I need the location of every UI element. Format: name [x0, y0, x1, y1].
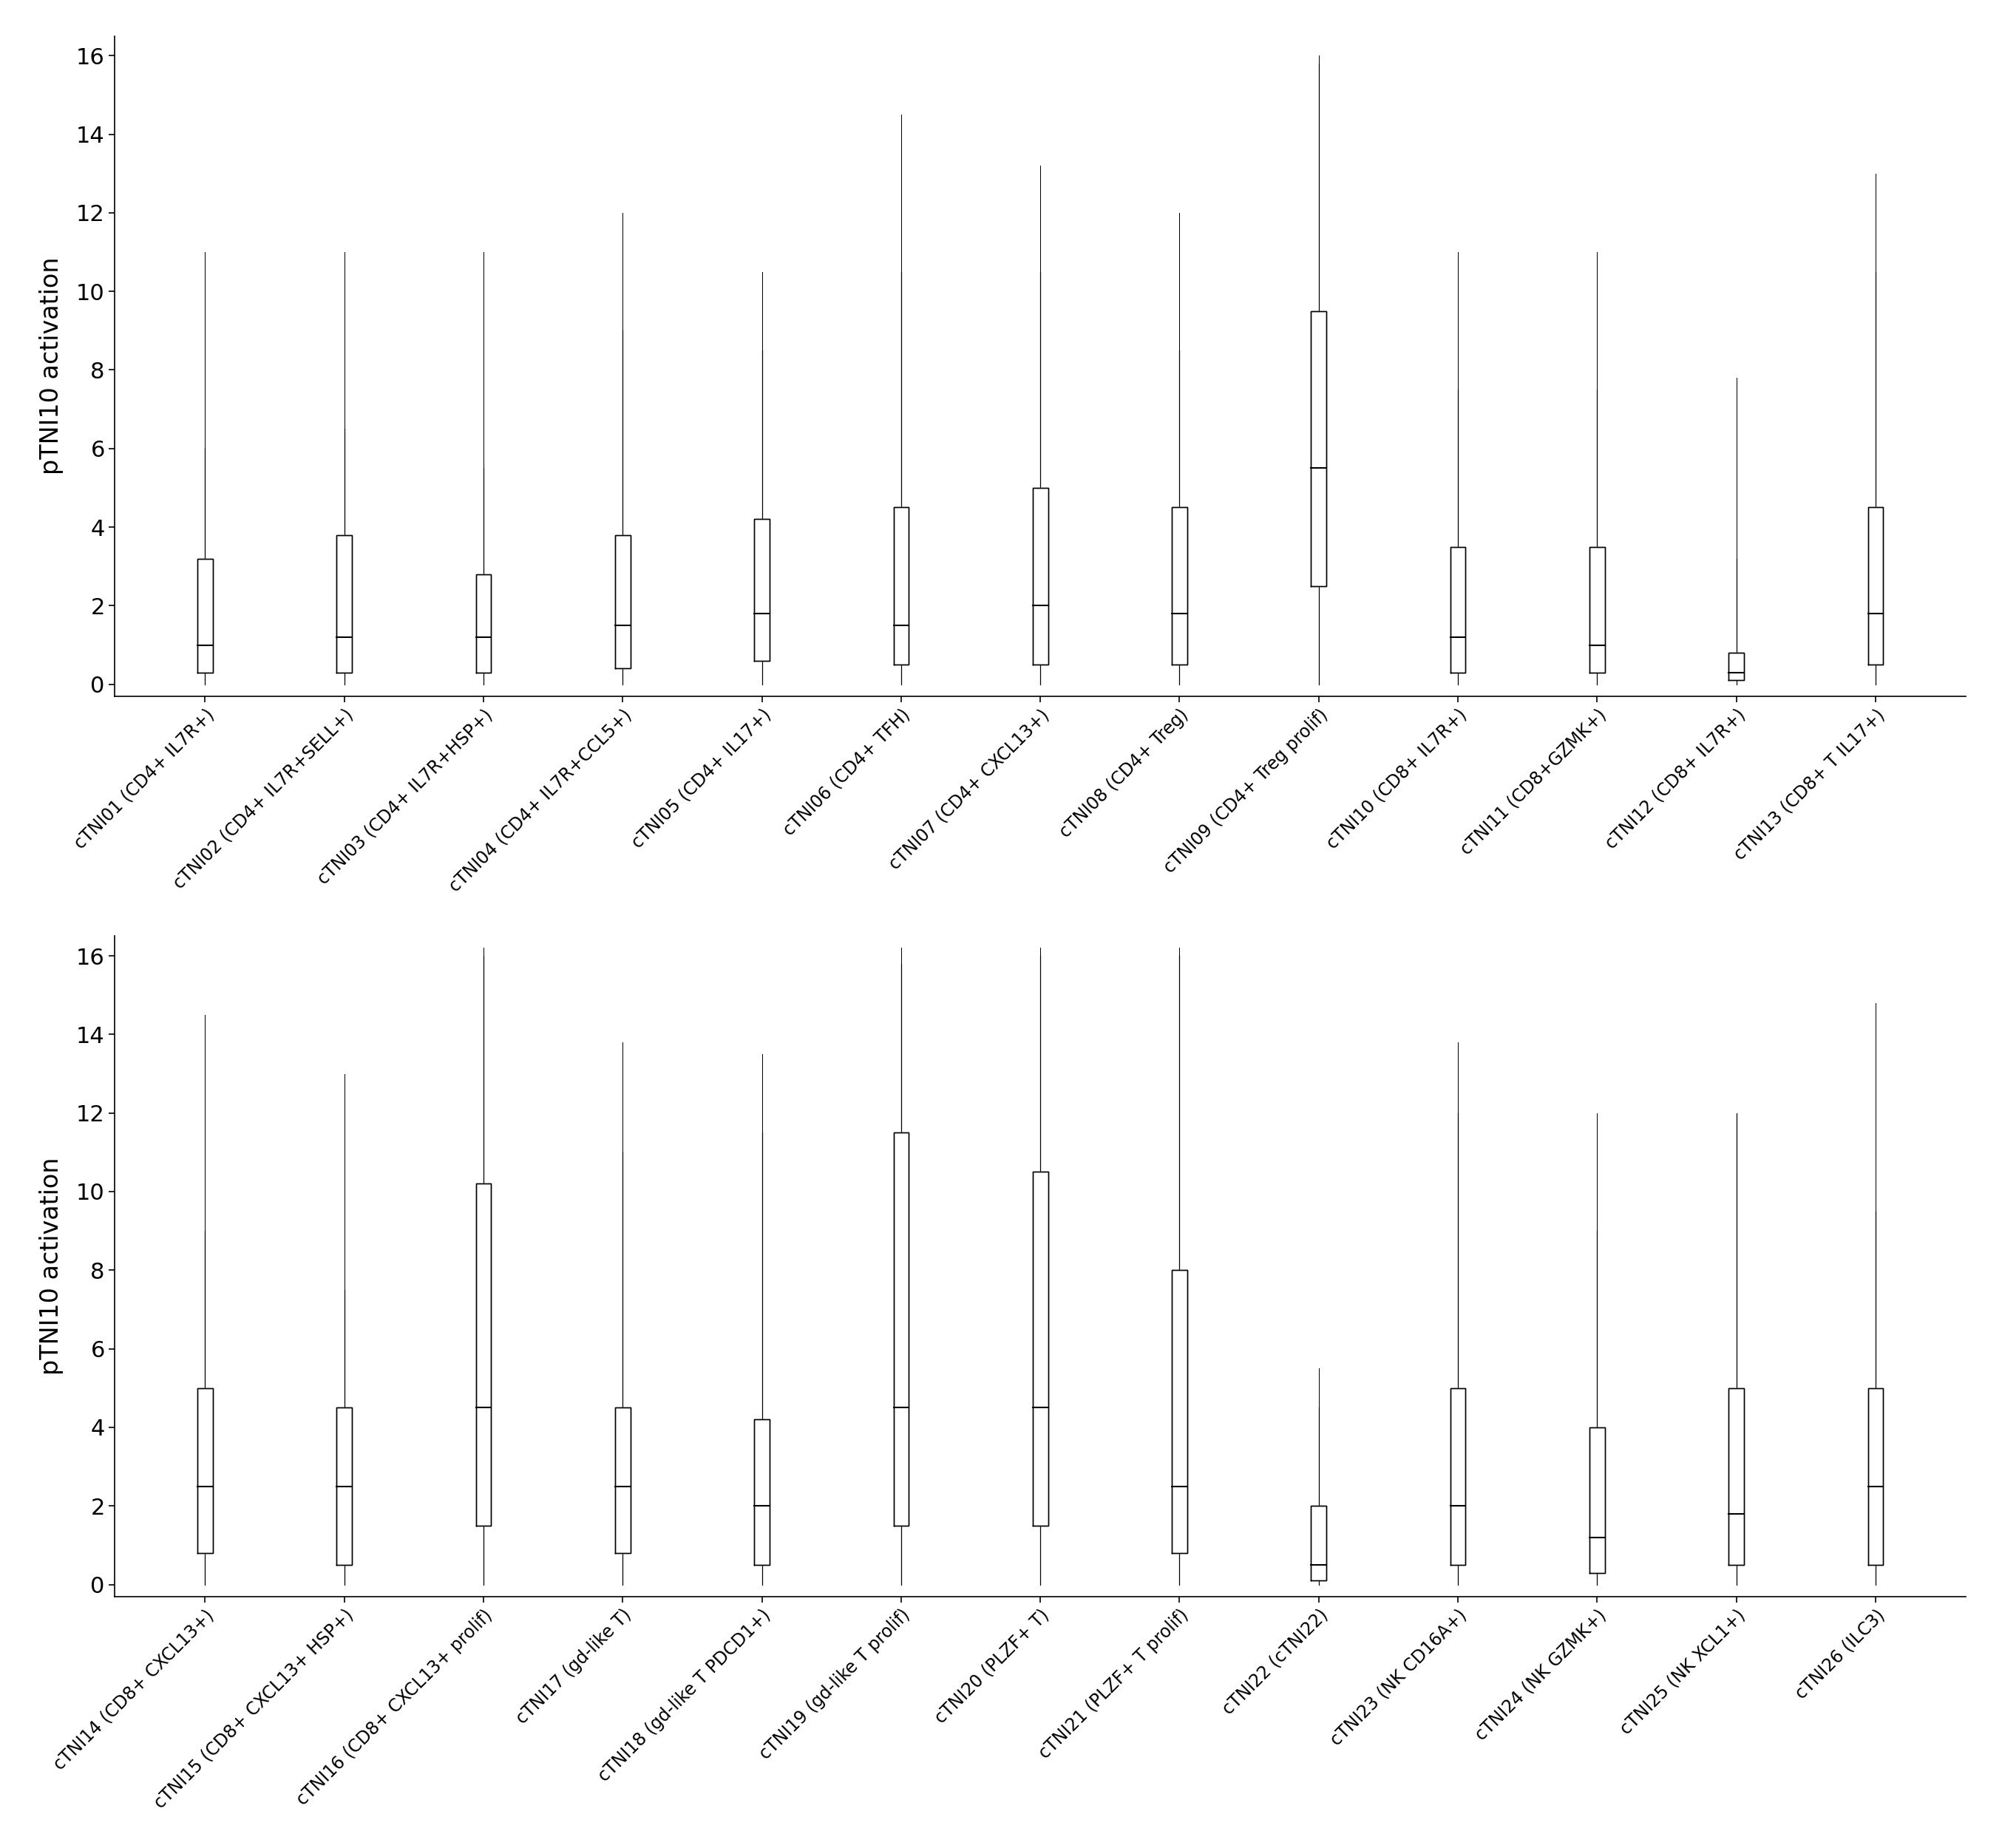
- Polygon shape: [1728, 1388, 1744, 1565]
- Polygon shape: [1033, 488, 1047, 665]
- Polygon shape: [476, 1185, 490, 1526]
- Polygon shape: [755, 519, 769, 662]
- Polygon shape: [1171, 1270, 1187, 1552]
- Polygon shape: [893, 508, 909, 665]
- Polygon shape: [1311, 310, 1327, 586]
- Polygon shape: [755, 1419, 769, 1565]
- Polygon shape: [1449, 547, 1465, 673]
- Polygon shape: [198, 1388, 212, 1552]
- Polygon shape: [1868, 508, 1884, 665]
- Polygon shape: [1728, 652, 1744, 680]
- Polygon shape: [1033, 1172, 1047, 1526]
- Polygon shape: [1449, 1388, 1465, 1565]
- Polygon shape: [336, 534, 352, 673]
- Polygon shape: [1868, 1388, 1884, 1565]
- Polygon shape: [1590, 547, 1606, 673]
- Polygon shape: [336, 1408, 352, 1565]
- Polygon shape: [198, 558, 212, 673]
- Polygon shape: [893, 1133, 909, 1526]
- Polygon shape: [1311, 1506, 1327, 1580]
- Polygon shape: [615, 1408, 631, 1552]
- Y-axis label: pTNI10 activation: pTNI10 activation: [40, 1157, 64, 1375]
- Polygon shape: [476, 575, 490, 673]
- Polygon shape: [1590, 1427, 1606, 1573]
- Polygon shape: [615, 534, 631, 669]
- Y-axis label: pTNI10 activation: pTNI10 activation: [40, 257, 64, 475]
- Polygon shape: [1171, 508, 1187, 665]
